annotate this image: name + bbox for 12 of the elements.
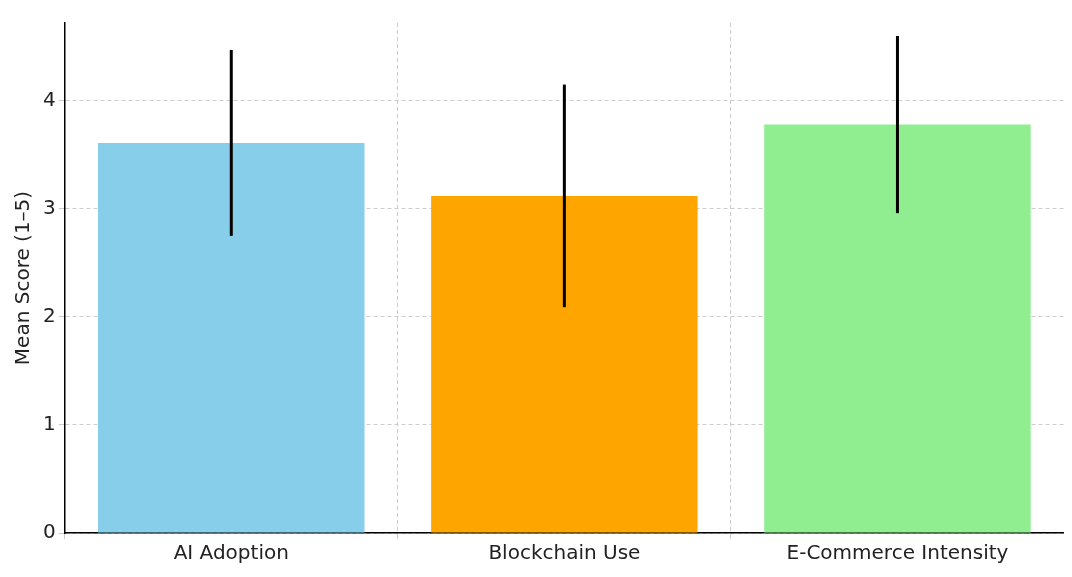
y-tick-label: 0 [42, 519, 56, 544]
y-axis-title: Mean Score (1–5) [10, 190, 35, 366]
x-tick-label: Blockchain Use [488, 540, 641, 565]
bar [98, 142, 365, 533]
bar [431, 195, 698, 533]
x-tick-label: AI Adoption [173, 540, 289, 565]
bar [764, 124, 1031, 533]
y-tick-label: 1 [42, 411, 56, 436]
y-tick-label: 4 [42, 87, 56, 111]
y-tick-label: 3 [42, 195, 56, 220]
x-tick-label: E-Commerce Intensity [786, 540, 1009, 565]
y-tick-label: 2 [42, 303, 56, 328]
